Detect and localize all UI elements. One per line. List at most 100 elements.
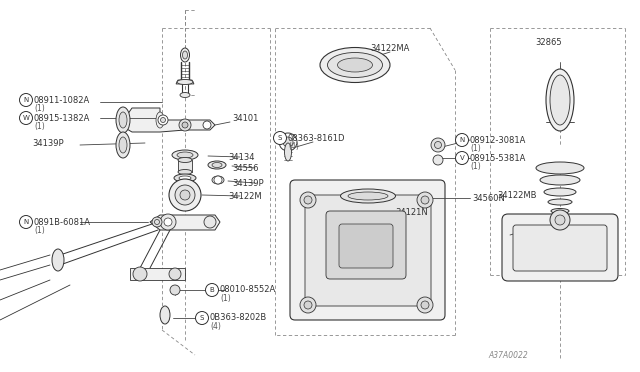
Text: 08915-5381A: 08915-5381A [470, 154, 526, 163]
Text: N: N [24, 219, 29, 225]
Ellipse shape [177, 80, 193, 84]
Text: 34101: 34101 [232, 113, 259, 122]
Text: 34122M: 34122M [228, 192, 262, 201]
Text: 08915-1382A: 08915-1382A [34, 113, 90, 122]
Ellipse shape [208, 161, 226, 169]
Ellipse shape [116, 107, 130, 133]
Text: 08912-3081A: 08912-3081A [470, 135, 526, 144]
Circle shape [19, 112, 33, 125]
Circle shape [175, 185, 195, 205]
Circle shape [182, 122, 188, 128]
Polygon shape [130, 268, 185, 280]
FancyBboxPatch shape [339, 224, 393, 268]
Circle shape [417, 192, 433, 208]
Text: (1): (1) [34, 225, 45, 234]
Circle shape [550, 210, 570, 230]
Text: 0891B-6081A: 0891B-6081A [34, 218, 91, 227]
Circle shape [179, 119, 191, 131]
Text: B: B [210, 287, 214, 293]
Circle shape [180, 190, 190, 200]
Ellipse shape [548, 199, 572, 205]
Ellipse shape [180, 48, 189, 62]
Text: 34556: 34556 [232, 164, 259, 173]
Text: (4): (4) [288, 141, 299, 151]
Text: 34122MA: 34122MA [370, 44, 410, 52]
Circle shape [203, 121, 211, 129]
Circle shape [435, 141, 442, 148]
Text: 34121N: 34121N [395, 208, 428, 217]
Text: 34560N: 34560N [472, 193, 505, 202]
Ellipse shape [285, 143, 291, 161]
Circle shape [433, 155, 443, 165]
Ellipse shape [212, 176, 224, 184]
Circle shape [304, 301, 312, 309]
FancyBboxPatch shape [326, 211, 406, 279]
Ellipse shape [328, 52, 383, 77]
Text: S: S [200, 315, 204, 321]
Ellipse shape [156, 112, 164, 128]
Circle shape [555, 215, 565, 225]
Text: 08911-1082A: 08911-1082A [34, 96, 90, 105]
Ellipse shape [340, 189, 396, 203]
Ellipse shape [551, 208, 569, 214]
Text: V: V [460, 155, 465, 161]
Text: W: W [22, 115, 29, 121]
Circle shape [300, 192, 316, 208]
Circle shape [456, 134, 468, 147]
Ellipse shape [179, 176, 191, 180]
Polygon shape [185, 120, 215, 130]
Ellipse shape [540, 175, 580, 185]
FancyBboxPatch shape [502, 214, 618, 281]
Polygon shape [120, 108, 185, 132]
Circle shape [158, 115, 168, 125]
Circle shape [152, 217, 162, 227]
Text: A37A0022: A37A0022 [488, 350, 528, 359]
Text: S: S [278, 135, 282, 141]
FancyBboxPatch shape [305, 195, 431, 306]
Circle shape [205, 283, 218, 296]
Ellipse shape [119, 137, 127, 153]
Circle shape [214, 176, 222, 184]
Circle shape [283, 137, 293, 147]
Circle shape [421, 301, 429, 309]
Text: 34122MB: 34122MB [497, 190, 536, 199]
Text: 0B363-8202B: 0B363-8202B [210, 314, 268, 323]
FancyBboxPatch shape [513, 225, 607, 271]
Ellipse shape [348, 192, 388, 200]
Circle shape [160, 214, 176, 230]
Ellipse shape [178, 170, 192, 174]
Circle shape [170, 285, 180, 295]
Text: (1): (1) [34, 122, 45, 131]
Ellipse shape [182, 51, 188, 59]
Circle shape [421, 196, 429, 204]
Ellipse shape [546, 69, 574, 131]
Text: (1): (1) [34, 103, 45, 112]
Polygon shape [178, 160, 192, 172]
Circle shape [204, 216, 216, 228]
Ellipse shape [172, 150, 198, 160]
FancyBboxPatch shape [290, 180, 445, 320]
Ellipse shape [119, 112, 127, 128]
Ellipse shape [544, 188, 576, 196]
Ellipse shape [320, 48, 390, 83]
Polygon shape [150, 215, 220, 230]
Circle shape [300, 297, 316, 313]
Ellipse shape [180, 93, 190, 97]
Text: 08010-8552A: 08010-8552A [220, 285, 276, 295]
Ellipse shape [212, 163, 222, 167]
Circle shape [161, 118, 166, 122]
Text: N: N [460, 137, 465, 143]
Circle shape [417, 297, 433, 313]
Circle shape [279, 133, 297, 151]
Circle shape [273, 131, 287, 144]
Text: N: N [24, 97, 29, 103]
Ellipse shape [160, 306, 170, 324]
Text: 34139P: 34139P [232, 179, 264, 187]
Ellipse shape [337, 58, 372, 72]
Text: 34139P: 34139P [32, 138, 63, 148]
Circle shape [19, 93, 33, 106]
Ellipse shape [116, 132, 130, 158]
Circle shape [169, 268, 181, 280]
Text: (1): (1) [220, 294, 231, 302]
Text: (4): (4) [210, 321, 221, 330]
